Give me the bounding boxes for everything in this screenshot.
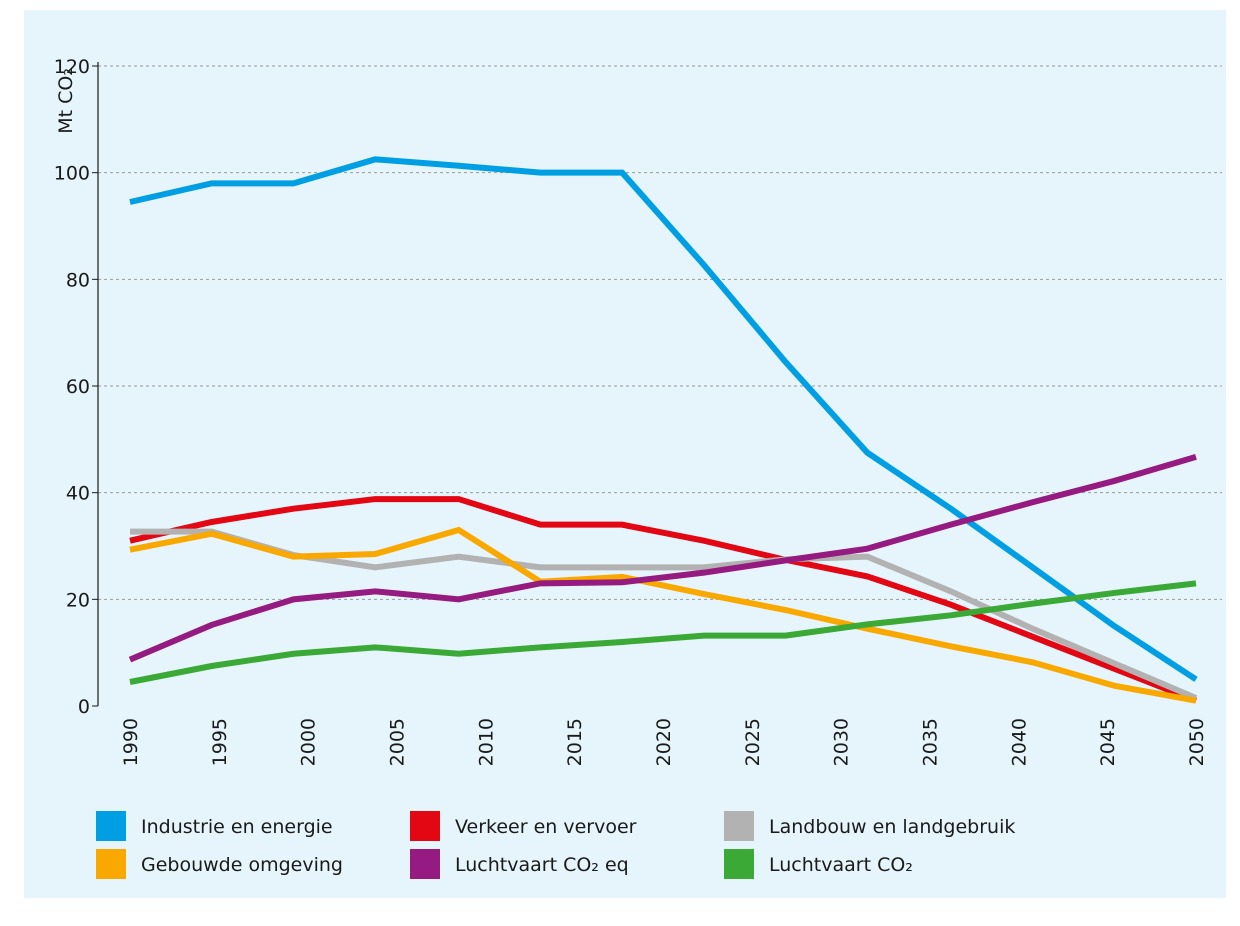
x-tick-label: 2020: [653, 718, 675, 766]
x-tick-label: 2030: [831, 718, 853, 766]
y-tick-label: 20: [66, 589, 90, 611]
y-tick-label: 80: [66, 269, 90, 291]
legend-swatch: [410, 849, 440, 879]
x-tick-label: 2045: [1097, 718, 1119, 766]
series-line: [129, 496, 1198, 704]
y-tick-label: 60: [66, 376, 90, 398]
series-line: [128, 454, 1197, 663]
series-line: [129, 156, 1198, 682]
x-tick-label: 1990: [120, 718, 142, 766]
series-line: [129, 580, 1197, 685]
legend-label: Verkeer en vervoer: [455, 816, 637, 838]
y-tick-label: 0: [78, 696, 90, 718]
x-tick-label: 2025: [742, 718, 764, 766]
x-tick-label: 2000: [298, 718, 320, 766]
y-tick-label: 120: [54, 56, 90, 78]
legend-label: Industrie en energie: [141, 816, 333, 838]
chart-background: [24, 10, 1226, 898]
y-tick-label: 40: [66, 483, 90, 505]
x-tick-label: 1995: [209, 718, 231, 766]
x-tick-label: 2050: [1186, 718, 1208, 766]
legend-label: Landbouw en landgebruik: [769, 816, 1015, 838]
legend-swatch: [410, 811, 440, 841]
x-tick-label: 2040: [1008, 718, 1030, 766]
y-axis-label: Mt CO₂: [55, 68, 77, 134]
legend-swatch: [724, 849, 754, 879]
x-tick-label: 2015: [564, 718, 586, 766]
legend-swatch: [724, 811, 754, 841]
x-tick-label: 2010: [475, 718, 497, 766]
x-tick-label: 2035: [920, 718, 942, 766]
legend-label: Luchtvaart CO₂ eq: [455, 854, 629, 876]
legend-swatch: [96, 811, 126, 841]
legend-label: Gebouwde omgeving: [141, 854, 343, 876]
y-tick-label: 100: [54, 163, 90, 185]
legend-swatch: [96, 849, 126, 879]
series-line: [129, 526, 1197, 704]
x-tick-label: 2005: [387, 718, 409, 766]
legend-label: Luchtvaart CO₂: [769, 854, 913, 876]
